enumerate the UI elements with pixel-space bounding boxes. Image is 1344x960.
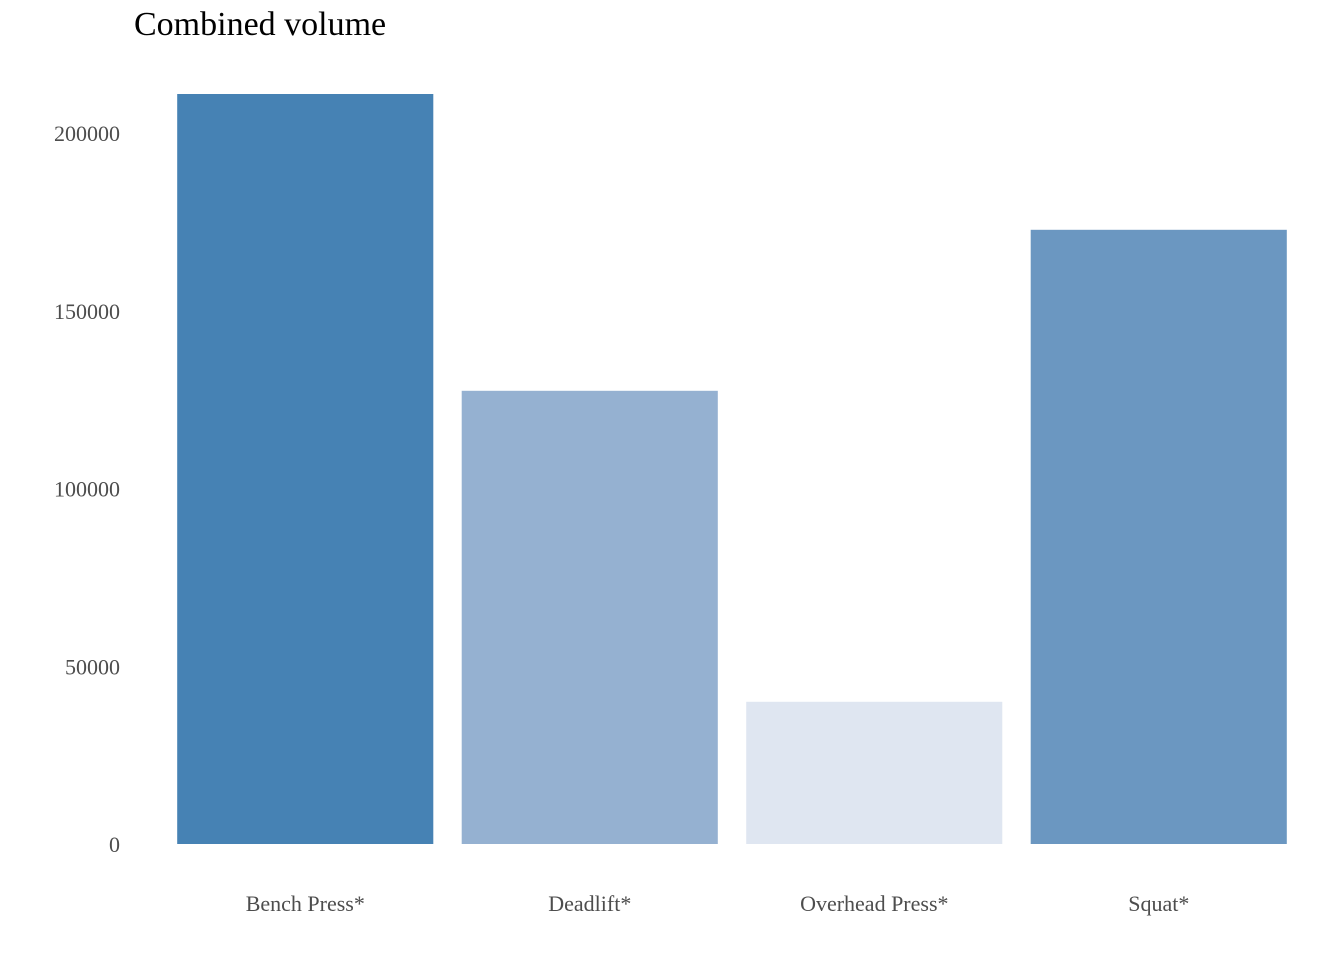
bar-squat [1030, 229, 1287, 845]
bars [177, 94, 1287, 845]
y-tick-label: 200000 [54, 121, 120, 146]
x-tick-label: Overhead Press* [800, 891, 948, 916]
bar-bench-press [177, 94, 434, 844]
x-tick-label: Deadlift* [548, 891, 631, 916]
y-axis: 0 50000 100000 150000 200000 [54, 121, 120, 857]
y-tick-label: 50000 [65, 654, 120, 679]
x-tick-label: Squat* [1128, 891, 1189, 916]
bar-overhead-press [746, 701, 1003, 844]
y-tick-label: 150000 [54, 299, 120, 324]
y-tick-label: 0 [109, 832, 120, 857]
x-tick-label: Bench Press* [246, 891, 365, 916]
y-tick-label: 100000 [54, 477, 120, 502]
bar-deadlift [461, 390, 718, 844]
x-axis: Bench Press* Deadlift* Overhead Press* Squa… [246, 891, 1190, 916]
chart-title: Combined volume [134, 6, 387, 43]
